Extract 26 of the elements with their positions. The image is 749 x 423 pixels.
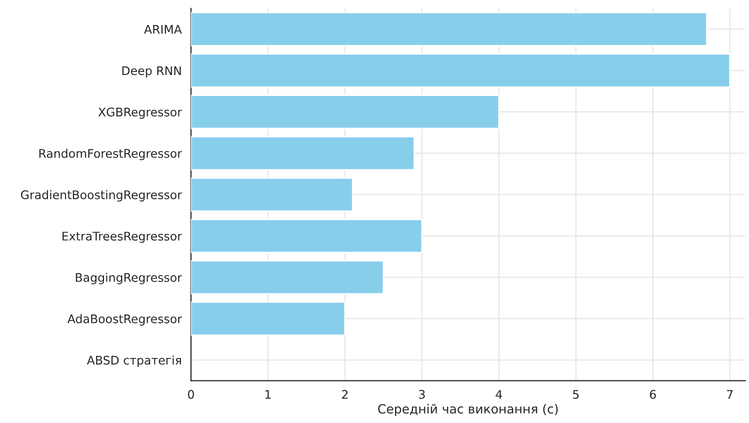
y-tick-label: BaggingRegressor	[76, 272, 182, 284]
x-tick-label: 0	[188, 390, 194, 399]
bar	[190, 260, 384, 295]
x-tick-label: 7	[727, 390, 733, 399]
y-tick-label: RandomForestRegressor	[39, 148, 182, 160]
x-tick-label: 2	[342, 390, 348, 399]
x-tick-label: 6	[650, 390, 656, 399]
y-tick-label: Deep RNN	[122, 66, 181, 78]
bar	[190, 53, 731, 88]
x-axis-title: Середній час виконання (с)	[378, 404, 558, 416]
bar	[190, 218, 423, 254]
bar	[190, 177, 354, 212]
x-tick-label: 4	[496, 390, 502, 399]
y-tick-label: GradientBoostingRegressor	[21, 190, 182, 202]
x-tick-label: 3	[419, 390, 425, 399]
y-tick-label: ExtraTreesRegressor	[62, 232, 182, 243]
x-tick-label: 5	[573, 390, 579, 399]
y-tick-label: AdaBoostRegressor	[67, 314, 182, 326]
bar	[190, 136, 415, 170]
y-tick-label: XGBRegressor	[98, 108, 182, 119]
bar	[190, 12, 708, 46]
bar	[190, 94, 500, 130]
x-tick-label: 1	[266, 390, 271, 399]
y-tick-label: ABSD стратегія	[86, 356, 181, 367]
bar	[190, 301, 346, 336]
y-tick-label: ARIMA	[144, 25, 182, 34]
